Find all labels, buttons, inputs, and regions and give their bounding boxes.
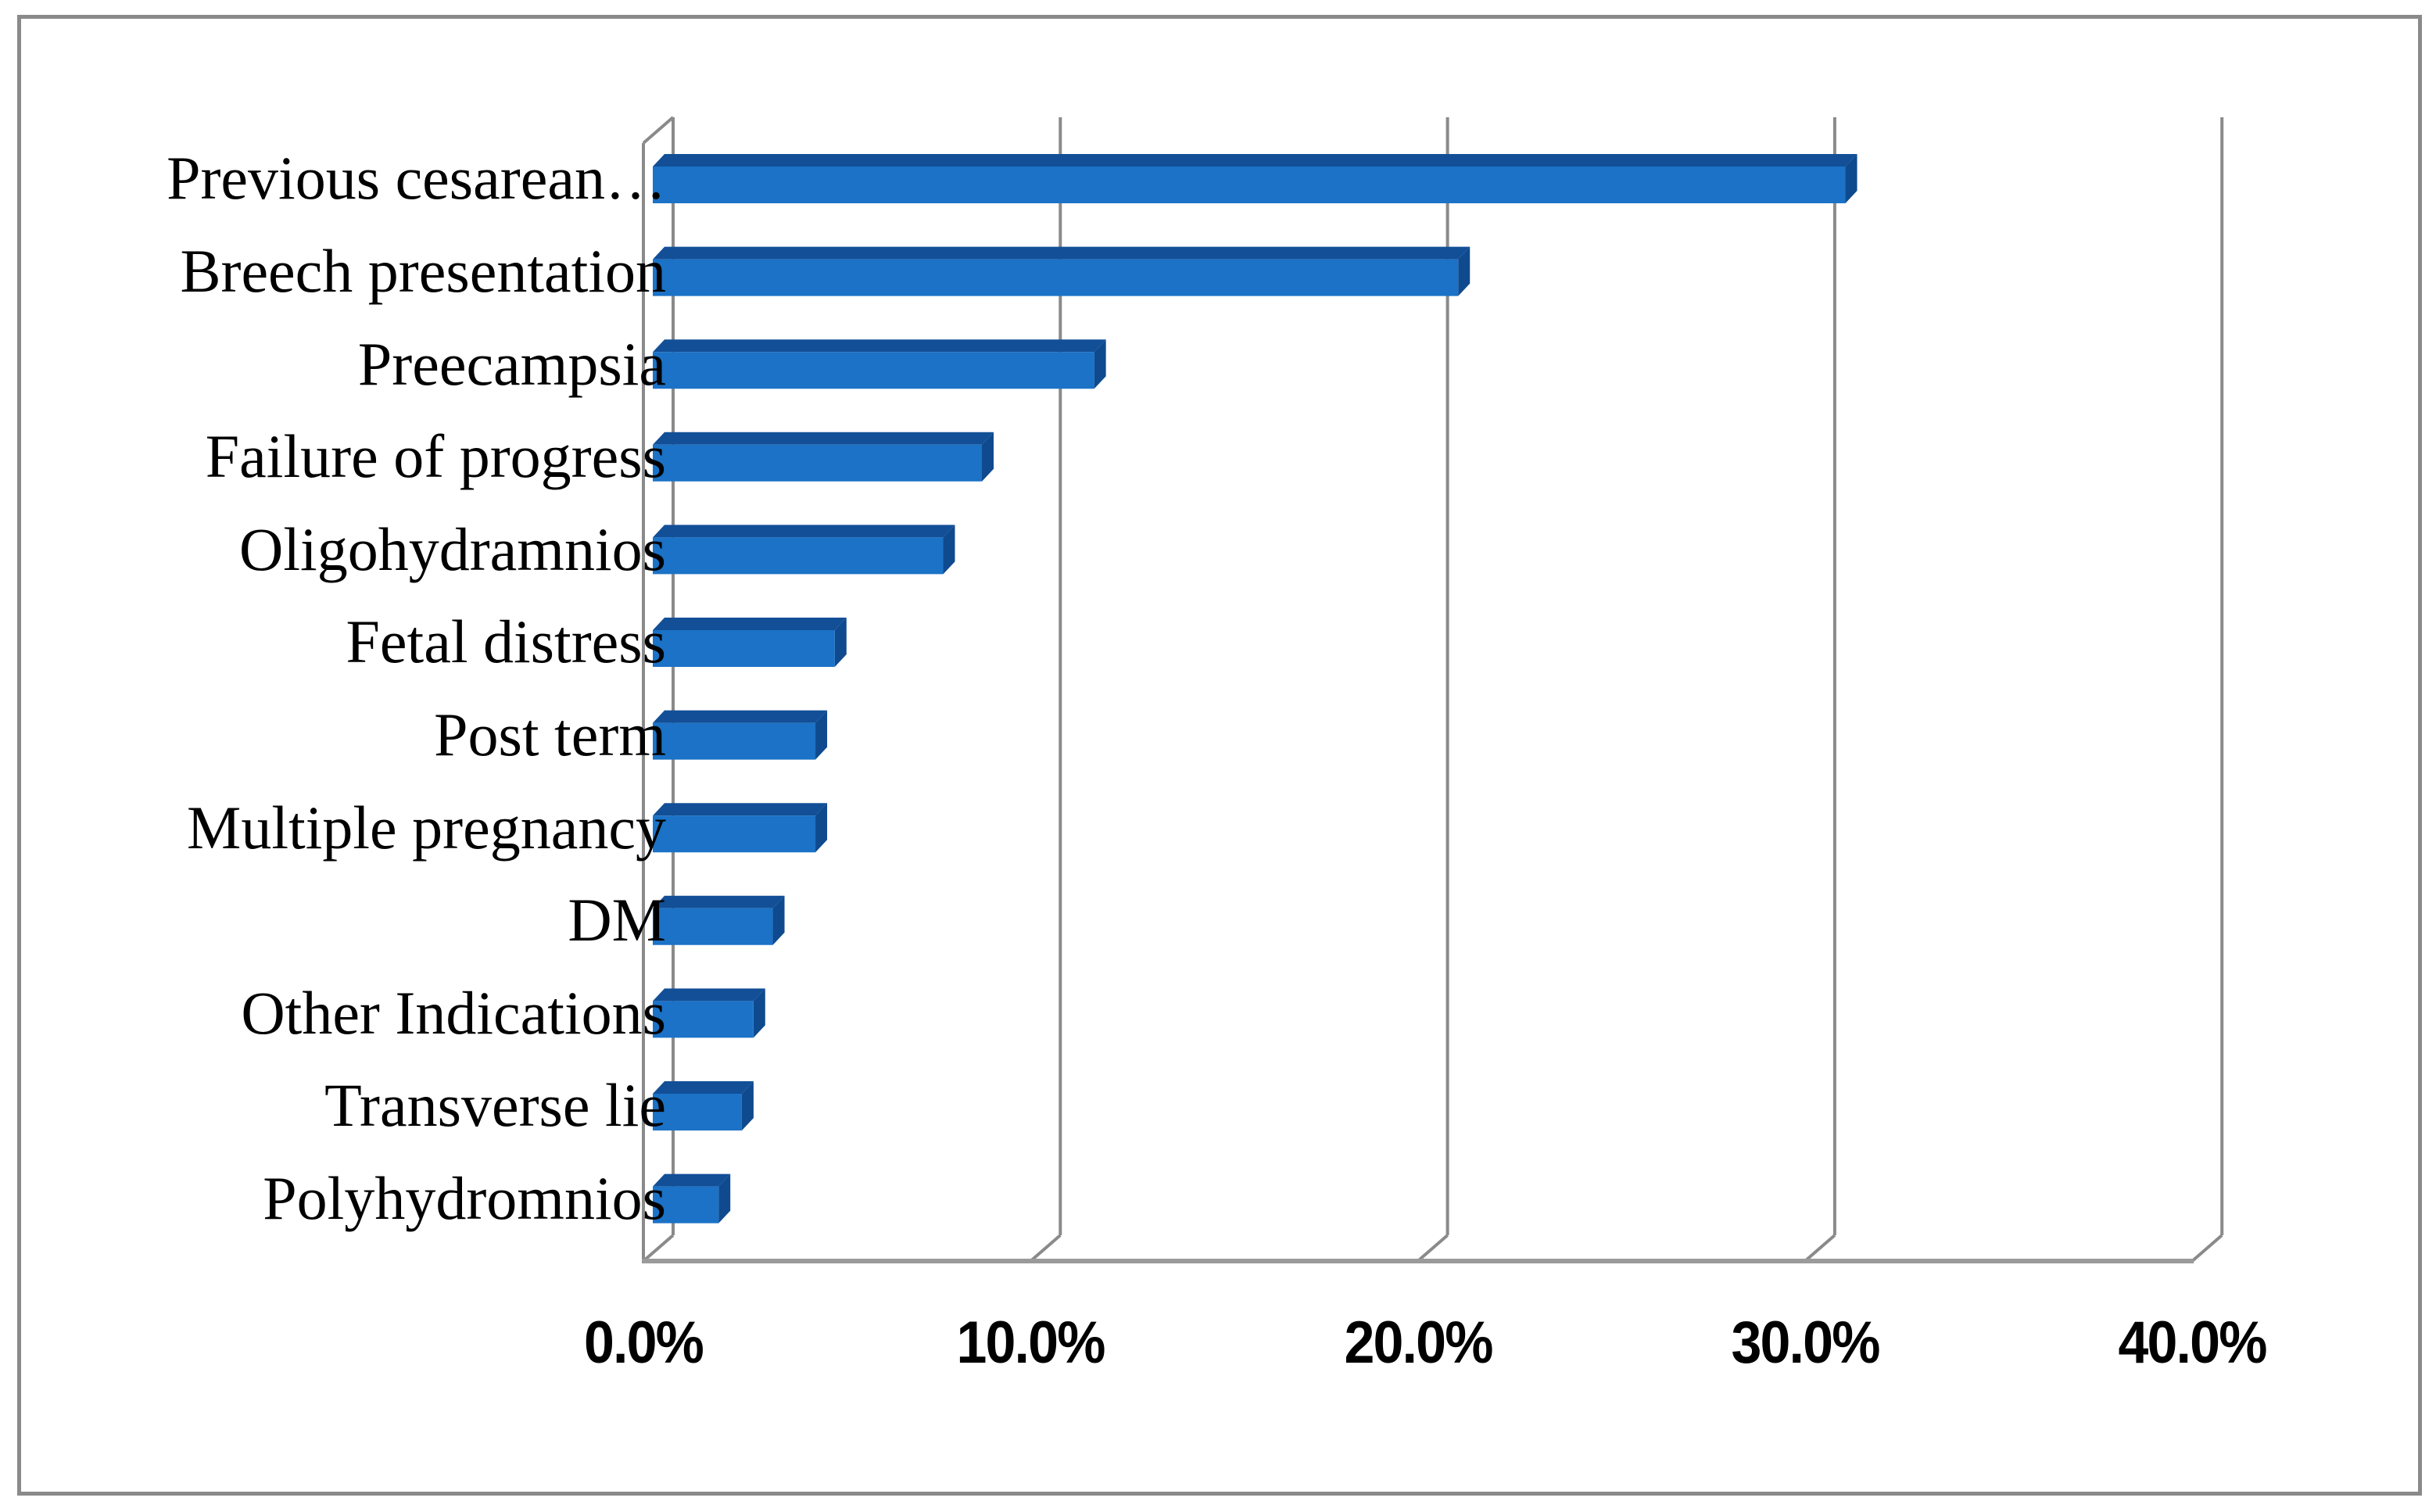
category-label: Failure of progress xyxy=(205,422,666,491)
bar xyxy=(653,815,816,853)
bar-top-face xyxy=(653,895,785,908)
bar xyxy=(653,908,773,945)
bar xyxy=(653,1186,719,1224)
bar-top-face xyxy=(653,803,828,816)
x-tick-label: 20.0% xyxy=(1344,1310,1493,1376)
x-tick-label: 0.0% xyxy=(583,1310,704,1376)
gridline-foot xyxy=(2191,1234,2223,1263)
bar-top-face xyxy=(653,618,847,630)
bar-end-face xyxy=(718,1173,731,1224)
category-label: Post term xyxy=(434,700,666,769)
bar xyxy=(653,259,1459,296)
bar-end-face xyxy=(1845,154,1857,203)
bar-end-face xyxy=(815,803,828,853)
gridline-foot xyxy=(1029,1234,1062,1263)
wall-top-edge xyxy=(642,116,675,145)
bar-end-face xyxy=(815,710,828,760)
bar-top-face xyxy=(653,432,994,445)
bar-top-face xyxy=(653,1081,754,1094)
x-tick-label: 40.0% xyxy=(2118,1310,2268,1376)
gridline-foot xyxy=(1417,1234,1449,1263)
bar-end-face xyxy=(741,1081,754,1130)
bar-end-face xyxy=(834,618,847,667)
category-label: Preecampsia xyxy=(357,329,666,398)
bar-top-face xyxy=(653,154,1857,167)
gridline-foot xyxy=(1804,1234,1836,1263)
bar-end-face xyxy=(753,988,765,1038)
bar xyxy=(653,352,1094,389)
x-tick-label: 30.0% xyxy=(1731,1310,1880,1376)
bar-end-face xyxy=(1458,246,1471,296)
category-label: Polyhydromnios xyxy=(263,1164,666,1233)
bar-top-face xyxy=(653,710,828,723)
bar xyxy=(653,1001,754,1038)
gridline-foot xyxy=(642,1234,675,1263)
category-label: Oligohydramnios xyxy=(239,514,666,583)
x-tick-label: 10.0% xyxy=(956,1310,1106,1376)
bar-end-face xyxy=(982,432,994,482)
category-label: Other Indications xyxy=(241,978,666,1047)
bar xyxy=(653,722,816,760)
bar-top-face xyxy=(653,988,765,1001)
bar xyxy=(653,1094,742,1130)
bar-top-face xyxy=(653,1173,731,1187)
category-label: Multiple pregnancy xyxy=(187,793,666,862)
category-label: Transverse lie xyxy=(324,1071,666,1140)
bar xyxy=(653,537,944,575)
category-label: Breech presentation xyxy=(180,237,666,306)
category-label: Fetal distress xyxy=(346,607,666,676)
bar-top-face xyxy=(653,525,955,538)
category-label: Previous cesarean… xyxy=(167,144,666,213)
bar xyxy=(653,167,1846,203)
bar-top-face xyxy=(653,339,1106,353)
bar-end-face xyxy=(943,525,955,575)
bar xyxy=(653,630,835,667)
bar-end-face xyxy=(1094,339,1106,389)
bar-end-face xyxy=(772,895,785,945)
category-label: DM xyxy=(568,886,666,955)
bar xyxy=(653,444,983,482)
bar-top-face xyxy=(653,246,1471,260)
figure-border xyxy=(17,15,2422,1496)
